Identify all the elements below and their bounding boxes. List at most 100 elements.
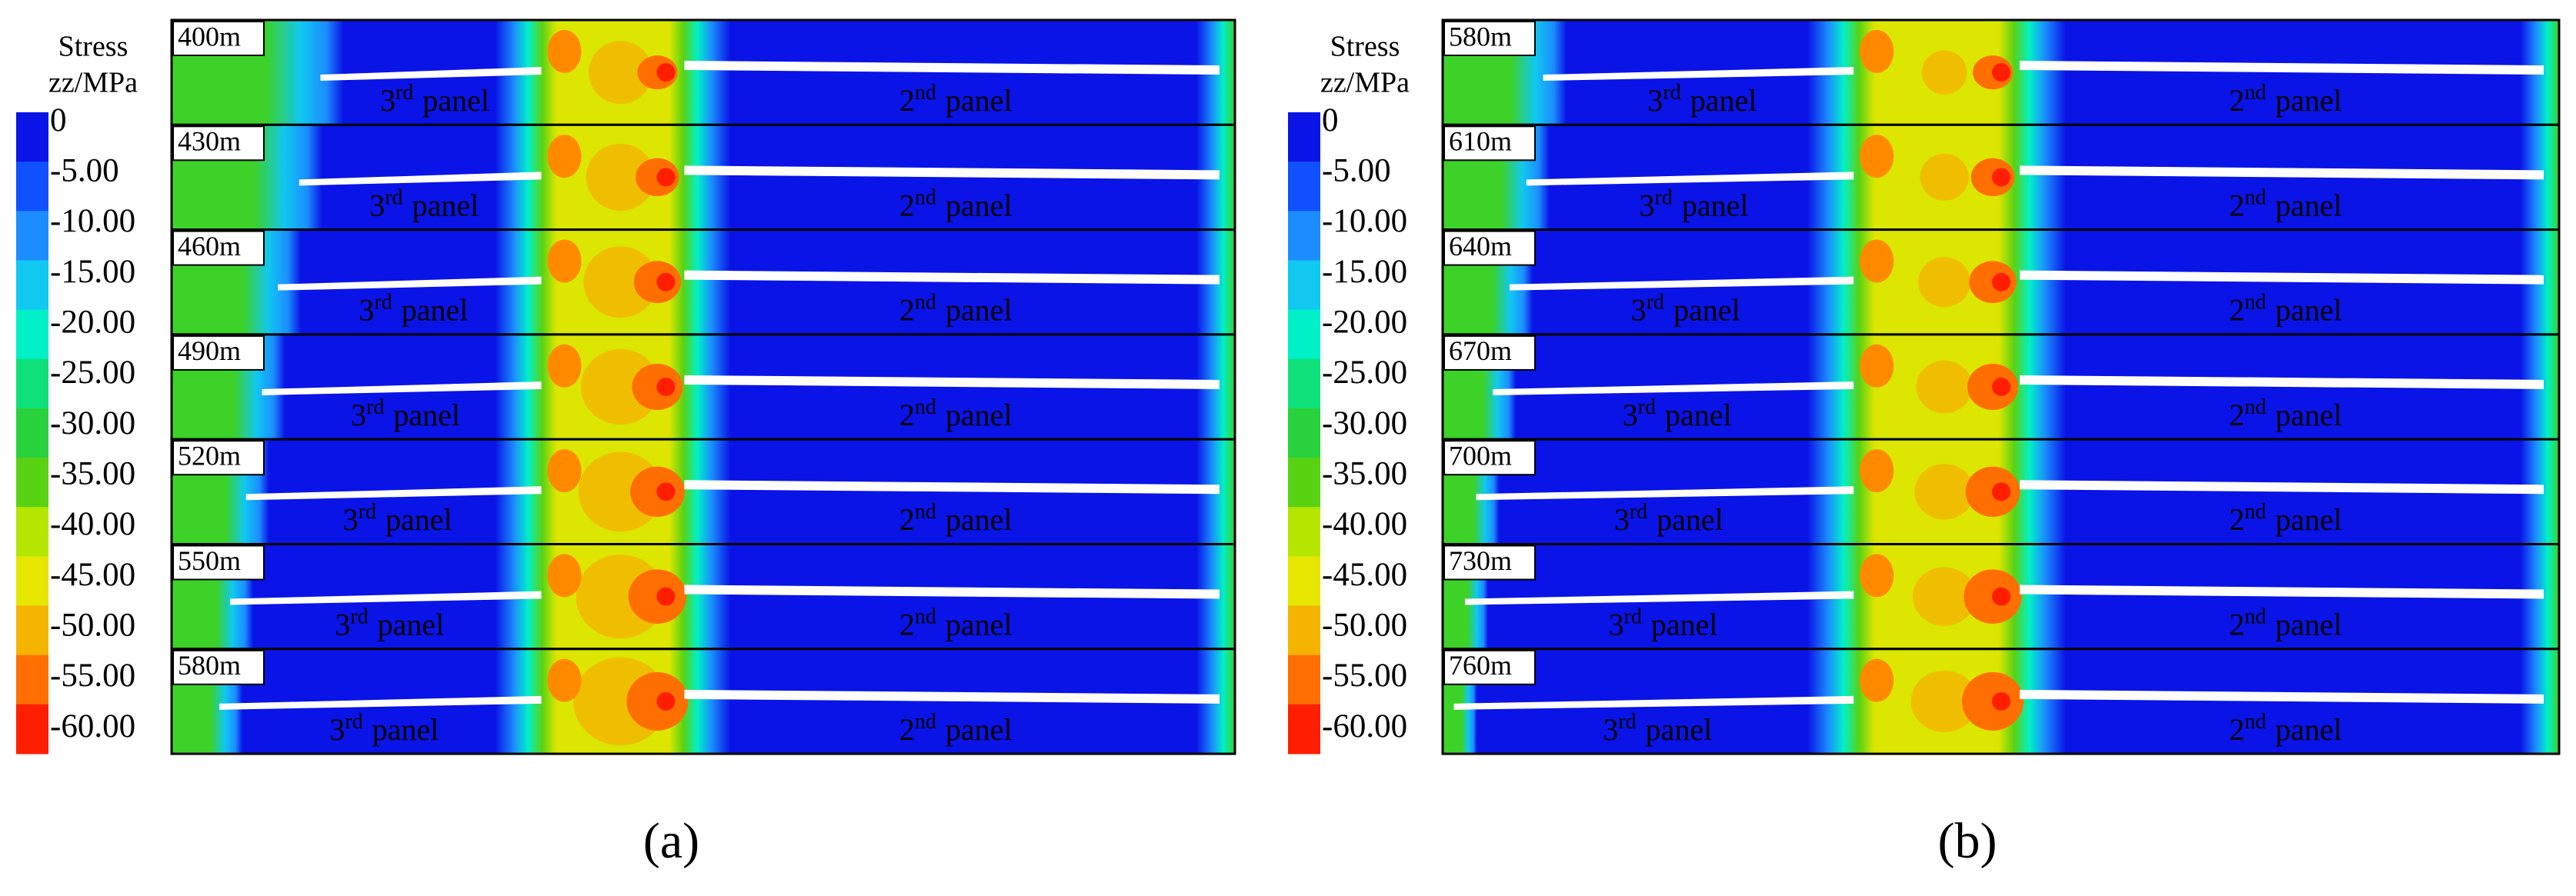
colorbar-band — [1288, 605, 1320, 656]
panel-number: 2 — [2229, 188, 2244, 223]
panel-name: 3rd panel — [1609, 605, 1718, 642]
colorbar-label: -55.00 — [50, 658, 135, 694]
high-stress-zone — [1860, 239, 1894, 283]
panel-word: panel — [1651, 608, 1718, 642]
colorbar-label: -10.00 — [1322, 203, 1407, 239]
row-label: 490m — [178, 335, 241, 366]
colorbar-label: -60.00 — [1322, 708, 1407, 744]
colorbar-label: -55.00 — [1322, 658, 1407, 694]
row-label: 580m — [1449, 21, 1512, 52]
high-stress-zone — [1921, 50, 1967, 95]
peak-stress — [656, 168, 676, 187]
panel-word: panel — [412, 188, 479, 223]
panel-word: panel — [402, 293, 469, 328]
goaf-right — [684, 61, 1220, 75]
row-label-box — [172, 649, 265, 685]
row-label: 520m — [178, 440, 241, 471]
colorbar-band — [1288, 507, 1320, 557]
panel-number: 2 — [2229, 502, 2244, 537]
row-label-box — [172, 125, 265, 162]
peak-stress — [1992, 482, 2011, 501]
high-stress-zone — [547, 449, 582, 493]
row-border — [170, 648, 1236, 755]
peak-stress — [1992, 63, 2011, 82]
colorbar-band — [16, 408, 48, 458]
high-stress-zone — [1860, 658, 1894, 702]
high-stress-zone — [547, 135, 582, 178]
panel-number: 2 — [899, 608, 915, 642]
row-label-box — [1443, 545, 1536, 581]
high-stress-zone — [1860, 554, 1894, 598]
row-border — [1441, 648, 2561, 755]
panel-name: 3rd panel — [369, 186, 479, 223]
panel-word: panel — [2275, 293, 2342, 328]
peak-stress — [1992, 587, 2011, 606]
panel-word: panel — [946, 293, 1013, 328]
panel-ordinal: nd — [915, 81, 936, 105]
panel-word: panel — [946, 83, 1013, 118]
high-stress-zone — [547, 344, 582, 388]
high-stress-zone — [583, 246, 658, 318]
colorbar-band — [16, 655, 48, 705]
goaf-left — [1476, 486, 1854, 501]
panel-ordinal: nd — [2244, 81, 2266, 105]
row-label: 760m — [1449, 650, 1512, 681]
legend-title: Stress — [58, 31, 128, 63]
panel-word: panel — [1646, 712, 1713, 747]
colorbar-band — [1288, 162, 1320, 212]
row-label: 730m — [1449, 545, 1512, 576]
panel-name: 2nd panel — [2229, 395, 2342, 432]
panel-word: panel — [2275, 712, 2342, 747]
colorbar-label: -20.00 — [1322, 305, 1407, 341]
panel-number: 3 — [335, 608, 350, 642]
colorbar-band — [1288, 408, 1320, 458]
panel-ordinal: rd — [395, 81, 413, 105]
panel-name: 2nd panel — [2229, 710, 2342, 747]
panel-name: 2nd panel — [2229, 501, 2342, 538]
goaf-right — [2020, 61, 2544, 75]
row-label: 700m — [1449, 440, 1512, 471]
panel-ordinal: rd — [1654, 186, 1672, 210]
panel-word: panel — [1657, 502, 1723, 537]
high-stress-zone — [1916, 360, 1973, 414]
panel-number: 2 — [899, 293, 915, 328]
colorbar-band — [16, 309, 48, 360]
panel-name: 2nd panel — [899, 186, 1013, 223]
colorbar-label: -25.00 — [1322, 355, 1407, 391]
panel-word: panel — [2275, 608, 2342, 642]
row-label-box — [1443, 21, 1536, 56]
row-label: 640m — [1449, 231, 1512, 261]
goaf-left — [320, 67, 542, 82]
panel-ordinal: rd — [359, 501, 376, 525]
goaf-left — [1543, 67, 1854, 82]
colorbar-band — [1288, 211, 1320, 261]
panel-number: 2 — [899, 398, 915, 432]
goaf-left — [262, 381, 542, 395]
row-label-box — [1443, 230, 1536, 266]
colorbar-label: -60.00 — [50, 708, 135, 744]
panel-word: panel — [2275, 398, 2342, 432]
panel-name: 3rd panel — [1639, 186, 1748, 223]
panel-number: 2 — [899, 83, 915, 118]
colorbar-label: -50.00 — [1322, 608, 1407, 644]
goaf-left — [1493, 381, 1854, 395]
colorbar-label: -25.00 — [50, 355, 135, 391]
row-label: 430m — [178, 126, 241, 157]
panel-number: 3 — [1631, 293, 1647, 328]
colorbar-band — [1288, 309, 1320, 360]
high-stress-zone — [1860, 344, 1894, 388]
panel-word: panel — [1673, 293, 1740, 328]
panel-name: 2nd panel — [899, 395, 1013, 432]
row-label-box — [172, 545, 265, 581]
panel-name: 2nd panel — [2229, 186, 2342, 223]
panel-ordinal: nd — [915, 605, 936, 629]
panel-number: 2 — [899, 188, 915, 223]
